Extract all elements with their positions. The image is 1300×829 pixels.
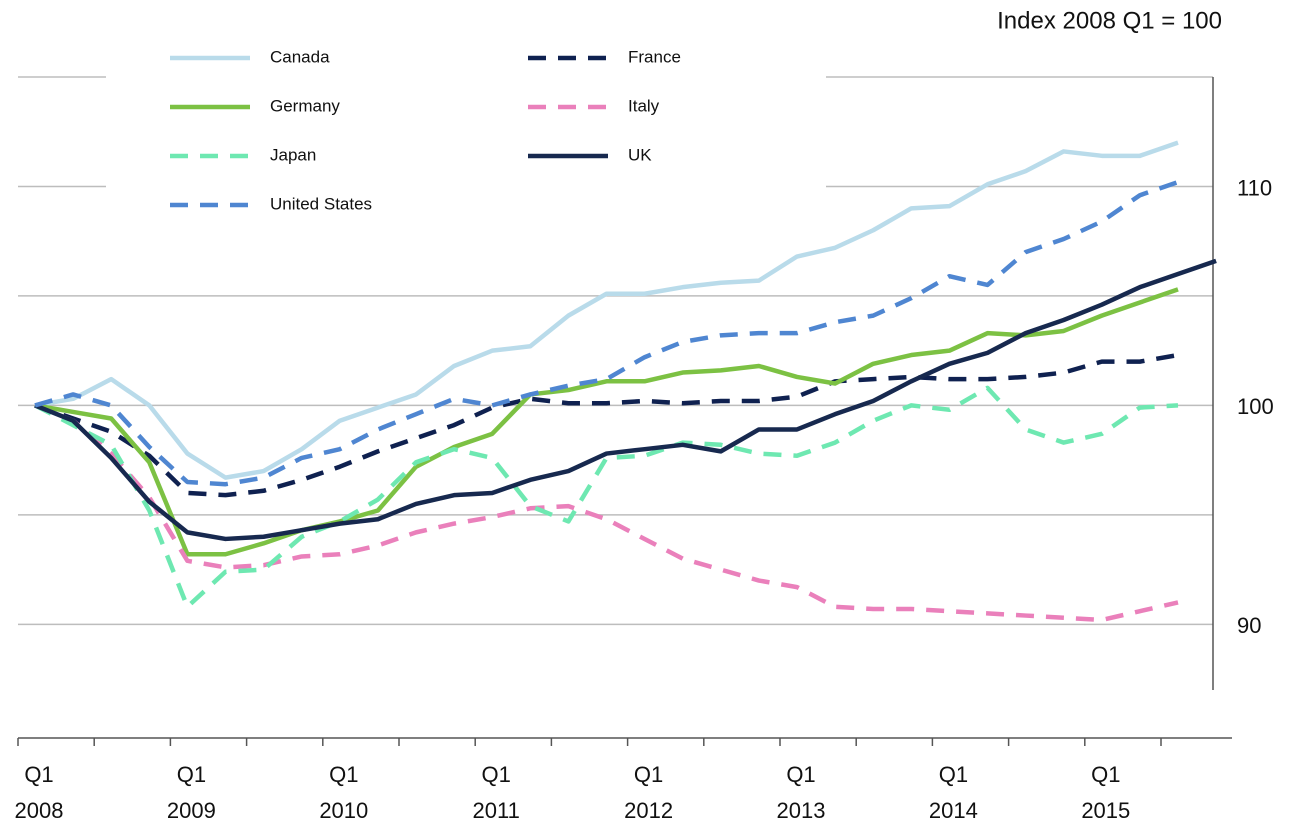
x-tick-label: Q1 2012 <box>624 762 674 823</box>
series-line <box>34 179 1179 487</box>
series-line <box>34 140 1179 480</box>
chart-title: Index 2008 Q1 = 100 <box>997 7 1222 34</box>
legend-label: Germany <box>270 96 340 115</box>
y-tick-label: 100 <box>1237 394 1274 419</box>
series-line <box>34 287 1179 557</box>
x-tick-label: Q1 2014 <box>928 762 978 823</box>
y-tick-label: 110 <box>1237 175 1272 200</box>
x-tick-label: Q1 2013 <box>776 762 826 823</box>
legend-label: United States <box>270 194 372 213</box>
legend-background <box>106 40 826 226</box>
series-line <box>34 258 1217 542</box>
legend-label: Canada <box>270 47 330 66</box>
legend-label: Italy <box>628 96 660 115</box>
x-tick-label: Q1 2010 <box>319 762 369 823</box>
series-line <box>33 385 1179 610</box>
legend-label: UK <box>628 145 652 164</box>
x-tick-label: Q1 2008 <box>14 762 64 823</box>
x-tick-label: Q1 2015 <box>1081 762 1131 823</box>
x-tick-label: Q1 2009 <box>166 762 216 823</box>
y-tick-label: 90 <box>1237 613 1261 638</box>
legend-label: France <box>628 47 681 66</box>
series-line <box>34 352 1179 498</box>
legend-label: Japan <box>270 145 316 164</box>
series-line <box>34 403 1179 623</box>
x-tick-label: Q1 2011 <box>472 762 520 823</box>
